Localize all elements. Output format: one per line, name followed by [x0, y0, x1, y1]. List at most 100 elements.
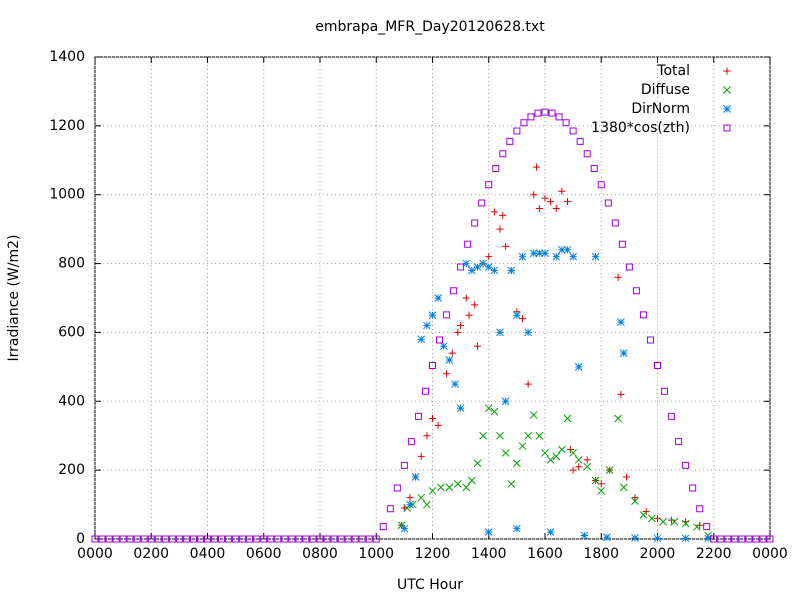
x-tick-label: 0000: [77, 546, 113, 562]
data-point: [295, 535, 303, 543]
data-point: [558, 445, 566, 454]
data-point: [406, 500, 414, 509]
data-point: [462, 294, 470, 302]
data-point: [479, 259, 487, 268]
data-point: [434, 294, 442, 302]
data-point: [428, 311, 437, 320]
data-point: [484, 263, 493, 271]
data-point: [534, 109, 542, 117]
data-point: [464, 240, 472, 248]
data-point: [451, 380, 459, 388]
data-point: [710, 535, 718, 543]
data-point: [668, 412, 676, 420]
data-point: [98, 535, 106, 543]
data-point: [576, 137, 584, 145]
data-point: [541, 194, 549, 202]
data-point: [316, 535, 324, 543]
data-point: [529, 411, 538, 419]
x-tick-label: 1400: [471, 546, 507, 562]
data-point: [507, 480, 516, 488]
data-point: [693, 523, 701, 531]
data-point: [546, 455, 555, 464]
data-point: [400, 524, 409, 533]
x-tick-label: 2200: [696, 546, 732, 562]
data-point: [631, 494, 639, 502]
data-point: [675, 438, 683, 446]
data-point: [490, 407, 499, 416]
data-point: [614, 414, 622, 423]
data-point: [239, 535, 247, 543]
data-point: [196, 535, 204, 543]
data-point: [309, 535, 317, 543]
data-point: [689, 484, 697, 492]
data-point: [502, 242, 510, 250]
data-point: [541, 108, 549, 116]
data-point: [267, 535, 275, 543]
data-point: [474, 342, 481, 350]
data-point: [453, 480, 462, 488]
data-point: [552, 252, 561, 261]
data-point: [659, 517, 667, 526]
data-point: [533, 163, 541, 171]
data-point: [414, 412, 422, 420]
data-point: [738, 535, 746, 543]
data-point: [625, 263, 633, 271]
data-point: [119, 535, 127, 543]
data-point: [91, 535, 99, 543]
chart-title: embrapa_MFR_Day20120628.txt: [315, 19, 545, 35]
data-point: [766, 535, 774, 543]
data-point: [507, 266, 516, 275]
data-point: [513, 127, 521, 135]
data-point: [552, 204, 560, 212]
data-point: [417, 335, 426, 344]
x-tick-label: 0000: [752, 546, 788, 562]
data-point: [302, 535, 310, 543]
data-point: [225, 535, 233, 543]
data-point: [429, 361, 436, 369]
legend-label: Diffuse: [641, 82, 690, 98]
data-point: [529, 249, 538, 258]
data-point: [653, 534, 662, 543]
data-point: [703, 523, 711, 531]
data-point: [632, 287, 640, 295]
data-point: [445, 356, 454, 364]
data-point: [591, 476, 600, 485]
data-point: [524, 328, 532, 337]
data-point: [530, 191, 538, 199]
data-point: [520, 119, 528, 127]
data-point: [541, 449, 549, 457]
data-point: [597, 486, 606, 495]
data-point: [563, 414, 572, 423]
data-point: [274, 535, 282, 543]
data-point: [513, 311, 521, 320]
data-point: [479, 431, 487, 440]
data-point: [161, 535, 169, 543]
data-point: [604, 199, 612, 207]
data-point: [591, 252, 600, 261]
data-point: [288, 535, 296, 543]
legend-marker: [723, 105, 731, 113]
data-point: [546, 528, 555, 536]
data-point: [603, 533, 611, 542]
data-point: [490, 208, 498, 216]
data-point: [682, 518, 690, 526]
data-point: [485, 253, 493, 261]
data-point: [569, 252, 577, 261]
data-point: [140, 535, 148, 543]
x-tick-label: 0800: [302, 546, 338, 562]
data-point: [501, 449, 510, 457]
data-point: [406, 494, 414, 502]
data-point: [518, 442, 527, 450]
data-point: [731, 535, 739, 543]
data-point: [564, 198, 571, 206]
data-point: [717, 535, 725, 543]
data-point: [443, 370, 451, 378]
data-point: [211, 535, 219, 543]
data-point: [175, 535, 183, 543]
data-point: [614, 273, 622, 281]
data-point: [400, 461, 408, 469]
data-point: [583, 456, 591, 464]
data-point: [473, 459, 482, 468]
data-point: [605, 466, 614, 474]
